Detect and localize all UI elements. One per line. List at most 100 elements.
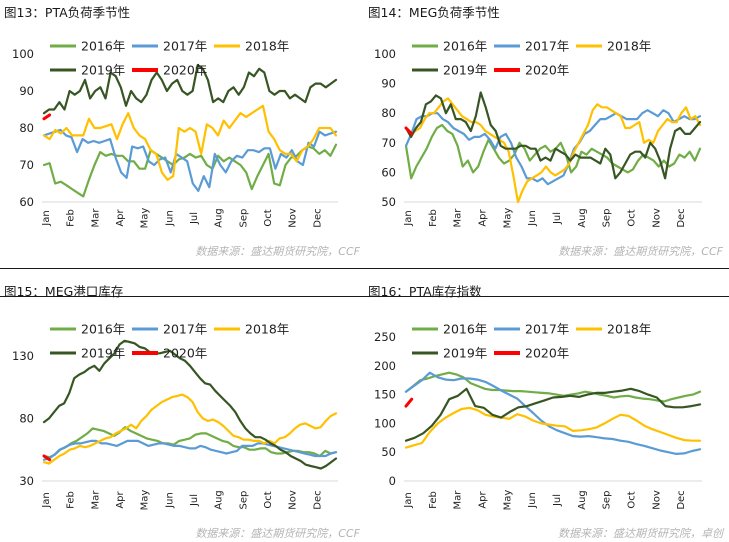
y-tick-label: 50 — [381, 445, 396, 459]
series-line-2017 — [404, 109, 702, 186]
x-tick-label: Mar — [453, 208, 464, 228]
chart-title: 图15：MEG港口库存 — [4, 284, 124, 299]
series-line-2018 — [404, 406, 702, 449]
legend-item: 2018年 — [214, 39, 289, 54]
chart-panel-c16: 图16：PTA库存指数 0 50 100 150 200 250 Jan Feb Mar Apr Ma… — [364, 279, 729, 542]
line-chart: 60 70 80 90 100 Jan Feb Mar Apr May Jun Jul Aug Sep Oc… — [12, 39, 338, 229]
x-tick-label: Oct — [263, 491, 274, 508]
x-tick-label: Dec — [676, 490, 687, 509]
bottom-rule — [364, 268, 729, 269]
x-tick-label: Aug — [577, 208, 588, 228]
legend-label: 2018年 — [245, 39, 289, 54]
legend-label: 2016年 — [443, 39, 487, 54]
x-tick-label: Jan — [403, 210, 414, 226]
chart-title: 图16：PTA库存指数 — [368, 284, 482, 299]
x-tick-label: Nov — [651, 208, 662, 228]
series-line-2019 — [42, 63, 338, 115]
x-tick-label: Jan — [41, 492, 52, 508]
x-tick-label: May — [502, 208, 513, 229]
line-chart: 50 60 70 80 90 100 Jan Feb Mar Apr May Jun Jul Aug Sep… — [374, 39, 702, 229]
x-tick-label: Jul — [552, 494, 563, 507]
legend-label: 2019年 — [443, 346, 487, 361]
x-tick-label: Feb — [66, 209, 77, 227]
legend-label: 2019年 — [81, 63, 125, 78]
x-tick-label: Jun — [527, 210, 538, 227]
x-tick-label: Apr — [115, 490, 126, 508]
chart-panel-c15: 图15：MEG港口库存 30 80 130 Jan Feb Mar Apr May Jun Jul A… — [0, 279, 366, 542]
legend-item: 2020年 — [132, 346, 207, 361]
series-line-2019 — [404, 91, 702, 180]
legend-item: 2017年 — [494, 322, 569, 337]
legend-item: 2018年 — [576, 39, 651, 54]
legend-label: 2018年 — [607, 39, 651, 54]
series-line-2019 — [42, 339, 338, 470]
legend-label: 2020年 — [163, 63, 207, 78]
source-note: 数据来源：盛达期货研究院，CCF — [195, 527, 360, 540]
x-tick-label: Dec — [312, 490, 323, 509]
x-tick-label: Sep — [602, 491, 613, 510]
series-line-2016 — [404, 371, 702, 403]
x-tick-label: Sep — [238, 209, 249, 228]
legend-label: 2017年 — [163, 39, 207, 54]
y-tick-label: 250 — [374, 330, 396, 344]
y-tick-label: 100 — [374, 47, 396, 61]
x-tick-label: May — [140, 490, 151, 511]
bottom-rule — [0, 268, 366, 269]
legend-label: 2016年 — [81, 322, 125, 337]
y-tick-label: 90 — [19, 84, 34, 98]
series-line-2017 — [42, 439, 338, 461]
y-tick-label: 30 — [19, 474, 34, 488]
chart-title: 图14：MEG负荷季节性 — [368, 5, 500, 20]
series-line-2019 — [404, 387, 702, 442]
legend-label: 2018年 — [245, 322, 289, 337]
y-tick-label: 80 — [19, 411, 34, 425]
line-chart: 0 50 100 150 200 250 Jan Feb Mar Apr May Jun Jul Aug S… — [374, 322, 702, 510]
y-tick-label: 150 — [374, 388, 396, 402]
legend-label: 2017年 — [525, 322, 569, 337]
x-tick-label: Jan — [41, 210, 52, 226]
legend-item: 2016年 — [412, 39, 487, 54]
x-tick-label: Apr — [115, 208, 126, 226]
legend-item: 2019年 — [412, 63, 487, 78]
x-tick-label: Jun — [164, 492, 175, 509]
legend-item: 2019年 — [50, 346, 125, 361]
legend-item: 2017年 — [132, 322, 207, 337]
legend-item: 2020年 — [132, 63, 207, 78]
x-tick-label: Nov — [651, 490, 662, 510]
x-tick-label: Mar — [453, 490, 464, 510]
x-tick-label: Nov — [288, 490, 299, 510]
legend-label: 2020年 — [163, 346, 207, 361]
x-tick-label: Feb — [66, 491, 77, 509]
series-line-2018 — [42, 104, 338, 181]
y-tick-label: 130 — [12, 349, 34, 363]
legend-item: 2018年 — [214, 322, 289, 337]
x-tick-label: Jul — [552, 212, 563, 225]
x-tick-label: Aug — [214, 208, 225, 228]
series-line-2016 — [404, 123, 702, 180]
y-tick-label: 70 — [19, 158, 34, 172]
legend-item: 2019年 — [412, 346, 487, 361]
x-tick-label: Feb — [428, 209, 439, 227]
x-tick-label: May — [140, 208, 151, 229]
legend-label: 2019年 — [81, 346, 125, 361]
legend-label: 2016年 — [81, 39, 125, 54]
x-tick-label: Sep — [238, 491, 249, 510]
chart-panel-c13: 图13：PTA负荷季节性 60 70 80 90 100 Jan Feb Mar Apr May Ju… — [0, 0, 366, 270]
y-tick-label: 0 — [389, 474, 396, 488]
series-line-2017 — [42, 128, 338, 192]
x-tick-label: Jun — [164, 210, 175, 227]
x-tick-label: Mar — [90, 490, 101, 510]
y-tick-label: 80 — [381, 106, 396, 120]
legend-item: 2016年 — [412, 322, 487, 337]
y-tick-label: 80 — [19, 121, 34, 135]
legend-item: 2017年 — [494, 39, 569, 54]
x-tick-label: Dec — [312, 208, 323, 227]
x-tick-label: Jul — [189, 212, 200, 225]
series-line-2017 — [404, 371, 702, 455]
legend-label: 2020年 — [525, 346, 569, 361]
title-rule — [364, 296, 729, 297]
y-tick-label: 60 — [381, 165, 396, 179]
x-tick-label: Jun — [527, 492, 538, 509]
y-tick-label: 70 — [381, 136, 396, 150]
x-tick-label: Oct — [263, 209, 274, 226]
